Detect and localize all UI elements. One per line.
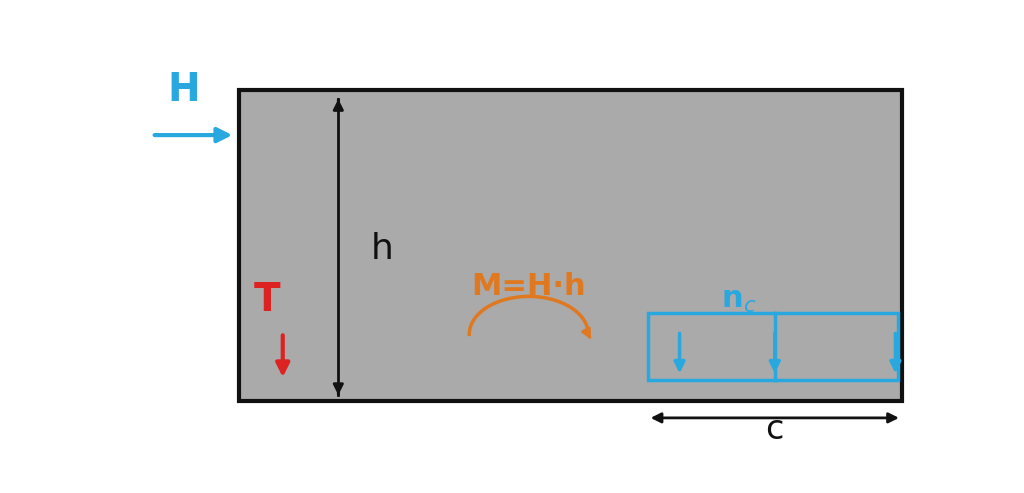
Text: H: H [167, 70, 200, 108]
Text: c: c [766, 413, 784, 446]
Text: T: T [254, 281, 281, 319]
Text: M=H·h: M=H·h [471, 273, 586, 301]
Text: n$_c$: n$_c$ [721, 286, 757, 315]
Bar [648, 314, 898, 380]
Bar [240, 90, 902, 401]
Text: h: h [371, 232, 393, 266]
